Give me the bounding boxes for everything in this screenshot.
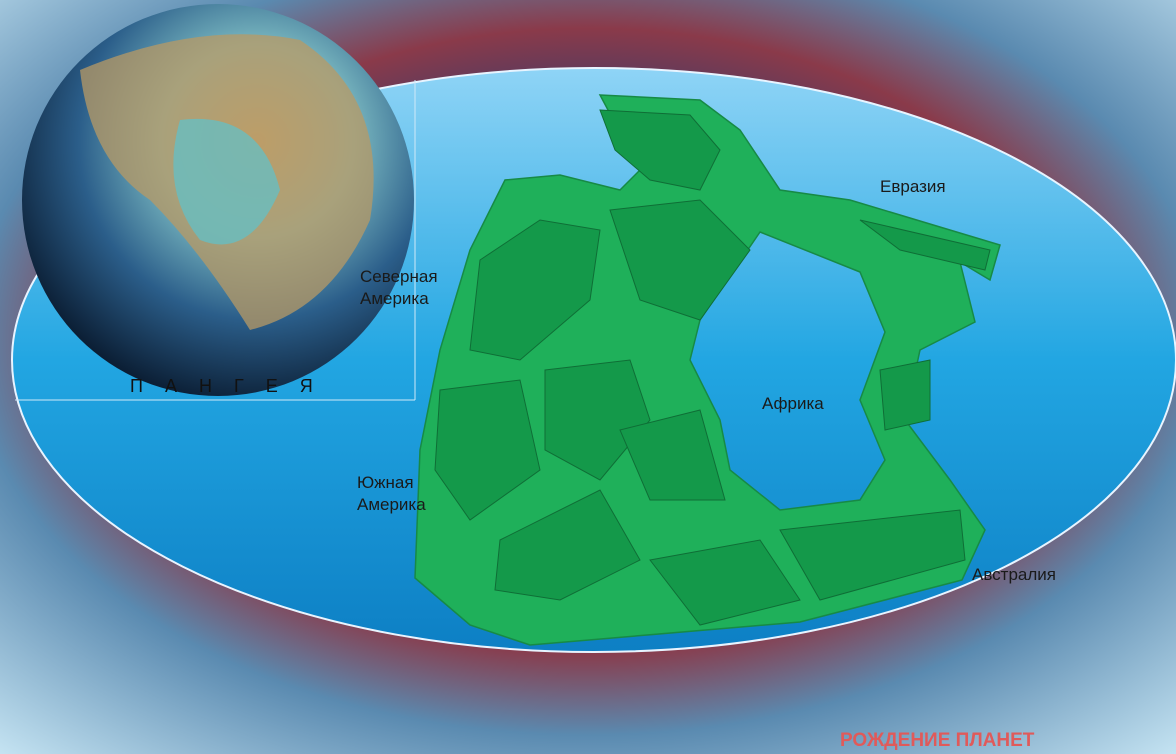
plate <box>649 539 801 626</box>
plate <box>609 199 751 321</box>
region-label: Северная <box>360 267 438 286</box>
tectonic-plates <box>434 109 991 626</box>
plate <box>599 109 721 191</box>
plate <box>469 219 601 361</box>
globe-shelf <box>173 118 280 245</box>
region-label: Африка <box>762 394 824 413</box>
plate <box>859 219 991 271</box>
region-label: Америка <box>360 289 429 308</box>
plate <box>779 509 966 601</box>
footer: РОЖДЕНИЕ ПЛАНЕТ <box>840 730 1035 751</box>
region-label: Южная <box>357 473 414 492</box>
plate <box>879 359 931 431</box>
map-title: ПАНГЕЯ <box>130 376 335 396</box>
plate <box>544 359 651 481</box>
plate <box>434 379 541 521</box>
plate <box>494 489 641 601</box>
region-label: Евразия <box>880 177 946 196</box>
region-label: Австралия <box>972 565 1056 584</box>
region-label: Америка <box>357 495 426 514</box>
plate <box>619 409 726 501</box>
